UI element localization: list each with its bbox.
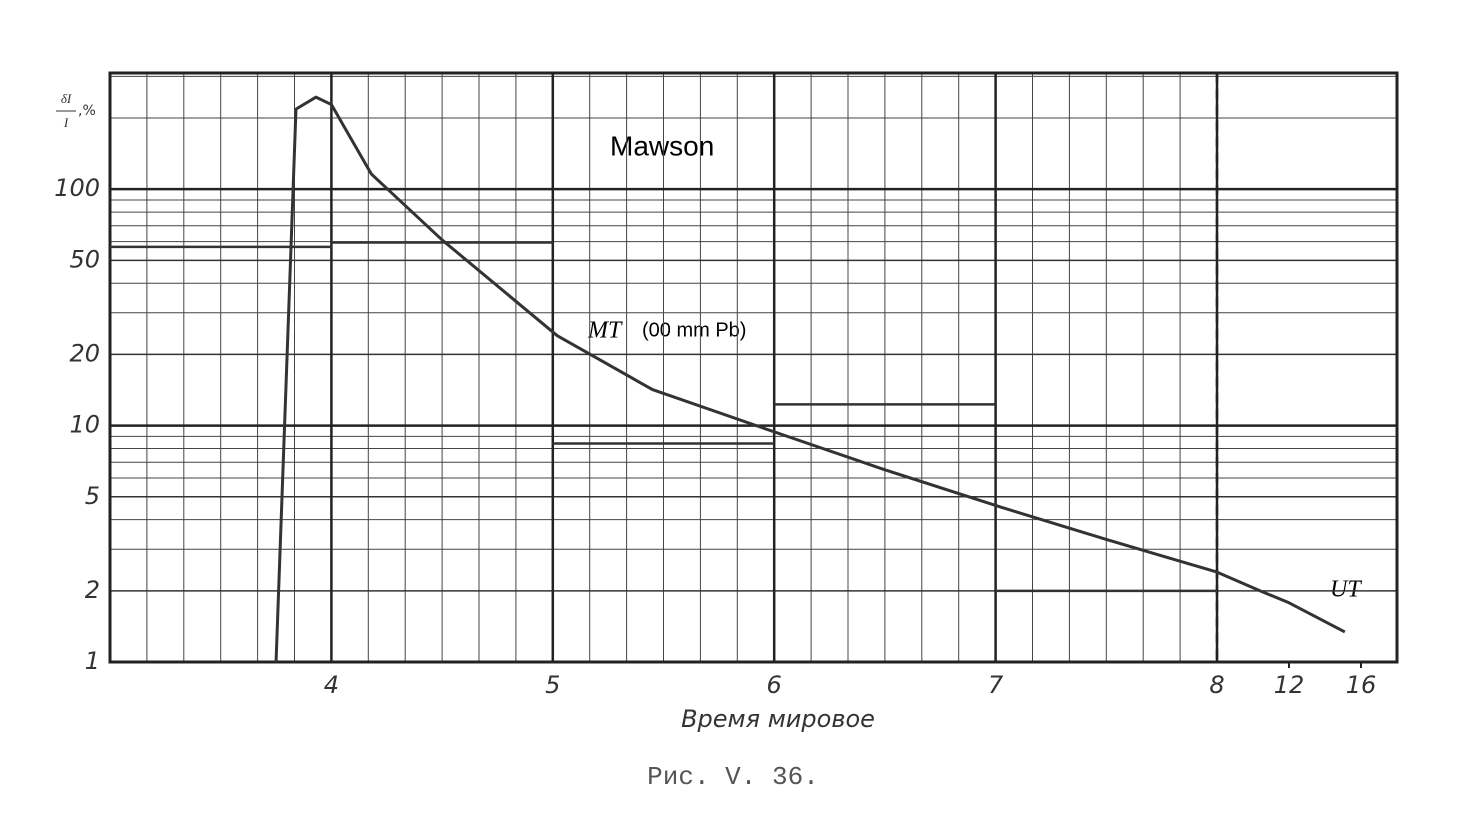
y-label-denominator: I xyxy=(63,115,69,130)
annotation-note: (00 mm Pb) xyxy=(642,319,746,341)
y-tick-label: 100 xyxy=(54,174,100,202)
x-tick-label: 6 xyxy=(767,671,782,699)
plot-frame xyxy=(108,71,1399,664)
x-tick-label: 5 xyxy=(545,671,560,699)
curve xyxy=(274,95,1346,663)
y-tick-label: 10 xyxy=(69,411,100,439)
x-tick-label: 8 xyxy=(1209,671,1224,699)
x-tick-label: 4 xyxy=(324,671,339,699)
x-tick-label: 12 xyxy=(1274,671,1305,699)
caption: Рис. V. 36. xyxy=(647,762,819,792)
x-axis-label: Время мировое xyxy=(681,705,875,733)
x-unit: UT xyxy=(1330,577,1362,603)
y-tick-label: 1 xyxy=(85,647,100,675)
y-label-unit: ,% xyxy=(78,103,96,119)
y-label-numerator: δI xyxy=(61,91,72,106)
chart-title: Mawson xyxy=(610,130,714,161)
y-tick-label: 20 xyxy=(69,339,100,367)
y-tick-label: 50 xyxy=(69,245,100,273)
x-tick-label: 7 xyxy=(988,671,1004,699)
y-tick-label: 2 xyxy=(85,576,100,604)
annotation: MT xyxy=(587,318,623,344)
y-tick-label: 5 xyxy=(85,482,100,510)
x-tick-label: 16 xyxy=(1346,671,1377,699)
